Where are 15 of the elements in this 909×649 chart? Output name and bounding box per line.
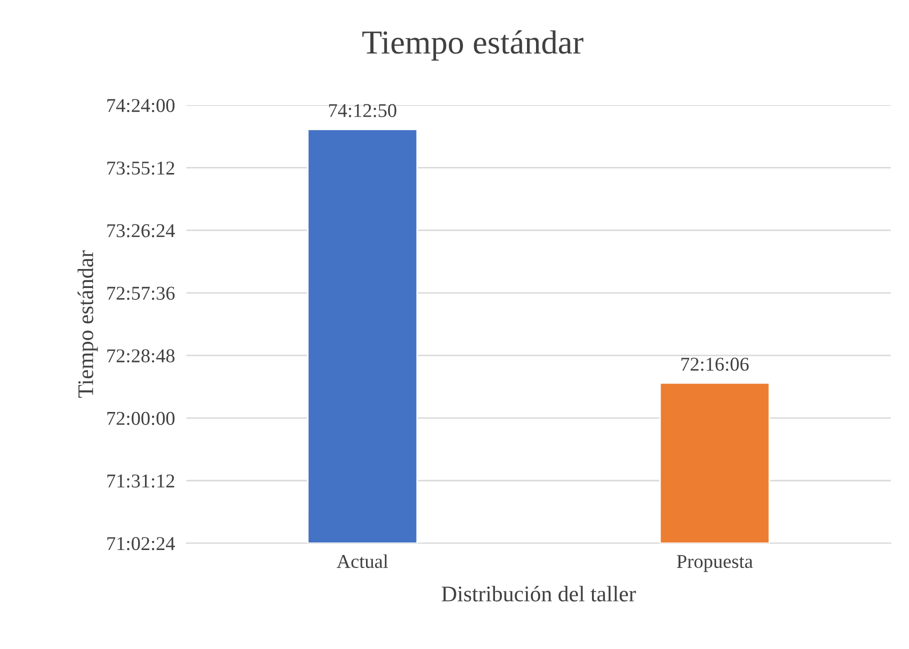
y-tick-label: 72:57:36 — [107, 286, 175, 300]
chart-title: Tiempo estándar — [362, 30, 584, 61]
y-tick-label: 74:24:00 — [107, 98, 174, 112]
y-tick-label: 71:31:12 — [107, 474, 174, 488]
y-tick-label: 71:02:24 — [107, 537, 175, 550]
data-label: 74:12:50 — [329, 104, 396, 118]
x-tick-label: Actual — [336, 554, 388, 568]
x-axis-title: Distribución del taller — [442, 586, 636, 602]
y-axis-title: Tiempo estándar — [78, 250, 98, 398]
y-tick-label: 72:00:00 — [107, 412, 174, 426]
y-tick-label: 73:55:12 — [107, 162, 174, 175]
x-tick-label: Propuesta — [676, 555, 753, 572]
y-tick-label: 72:28:48 — [107, 349, 174, 362]
y-tick-label: 73:26:24 — [107, 224, 175, 238]
data-label: 72:16:06 — [681, 358, 749, 371]
